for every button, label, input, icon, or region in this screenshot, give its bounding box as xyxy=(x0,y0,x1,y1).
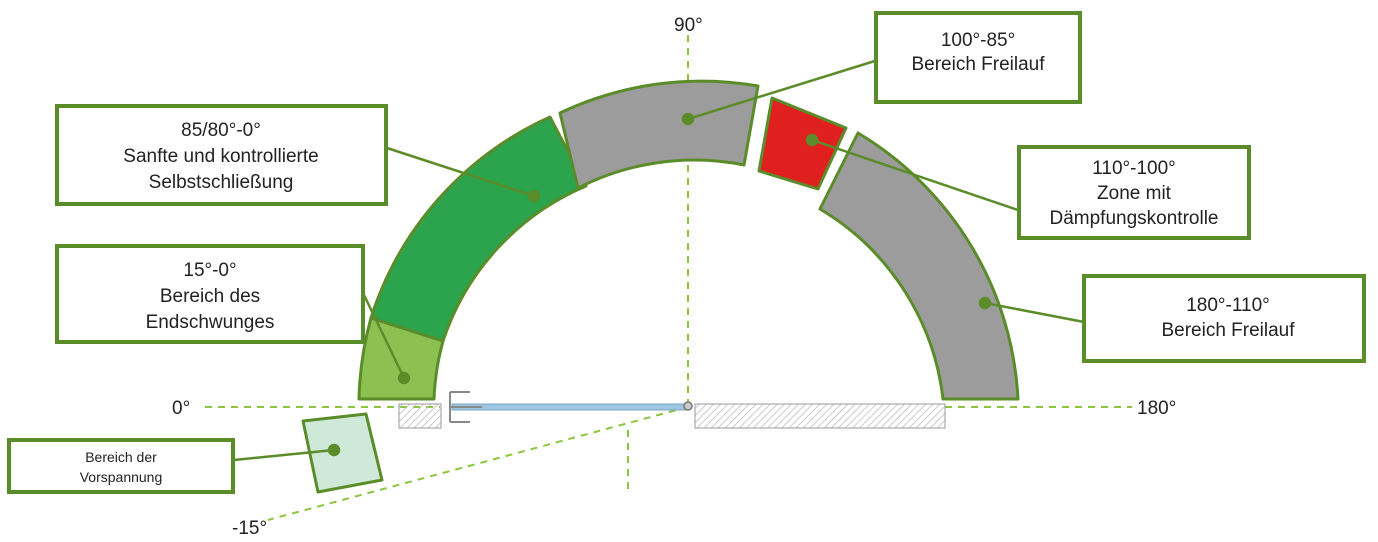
zone-selbstschliessung xyxy=(369,115,588,343)
callouts: 100°-85° Bereich Freilauf 85/80°-0° Sanf… xyxy=(7,11,1366,494)
callout-line: Dämpfungskontrolle xyxy=(1050,208,1219,229)
callout-freilauf-180-110: 180°-110° Bereich Freilauf xyxy=(1082,274,1366,363)
callout-box xyxy=(55,244,365,344)
callout-line: Bereich des xyxy=(160,286,260,307)
connector-dot-freilauf-180-110 xyxy=(978,296,992,310)
callout-vorspannung: Bereich der Vorspannung xyxy=(7,438,235,494)
wall-and-door xyxy=(398,391,946,429)
callout-line: Sanfte und kontrollierte xyxy=(123,146,318,167)
callout-box xyxy=(1082,274,1366,363)
callout-line: Vorspannung xyxy=(80,469,163,485)
callout-line: 85/80°-0° xyxy=(181,120,261,141)
angle-labels: 90° 0° 180° -15° xyxy=(172,15,1176,539)
wall-right xyxy=(694,403,946,429)
angle-label-0: 0° xyxy=(172,398,190,419)
callout-line: 180°-110° xyxy=(1186,295,1270,316)
connector-dot-daempfung xyxy=(805,133,819,147)
callout-line: Selbstschließung xyxy=(149,172,294,193)
callout-daempfung: 110°-100° Zone mit Dämpfungskontrolle xyxy=(1017,145,1251,240)
callout-line: Bereich Freilauf xyxy=(1161,320,1295,341)
angle-label-90: 90° xyxy=(674,15,703,36)
callout-freilauf-100-85: 100°-85° Bereich Freilauf xyxy=(874,11,1082,104)
callout-box xyxy=(55,104,388,206)
zone-freilauf-180-110 xyxy=(818,131,1020,401)
connector-daempfung xyxy=(811,138,1022,213)
zone-freilauf-100-85 xyxy=(558,79,760,190)
callout-box xyxy=(7,438,235,494)
connector-dot-freilauf-100-85 xyxy=(681,112,695,126)
connector-selbstschliessung xyxy=(386,146,535,198)
connector-freilauf-100-85 xyxy=(687,58,879,121)
callout-box xyxy=(1017,145,1251,240)
angle-label-minus15: -15° xyxy=(232,518,267,539)
connector-vorspannung xyxy=(233,448,335,462)
callout-line: Bereich Freilauf xyxy=(911,54,1045,75)
callout-box xyxy=(874,11,1082,104)
door-handle xyxy=(449,391,482,423)
zones xyxy=(301,79,1020,494)
wall-left xyxy=(398,403,442,429)
angle-label-180: 180° xyxy=(1137,398,1176,419)
connector-freilauf-180-110 xyxy=(984,301,1085,324)
callout-line: Zone mit xyxy=(1097,183,1172,204)
callout-line: 110°-100° xyxy=(1092,158,1176,179)
callout-line: Endschwunges xyxy=(146,312,275,333)
callout-line: 15°-0° xyxy=(183,260,236,281)
connector-dot-vorspannung xyxy=(327,443,341,457)
callout-line: Bereich der xyxy=(85,449,157,465)
connector-dot-endschwung xyxy=(397,371,411,385)
callout-selbstschliessung: 85/80°-0° Sanfte und kontrollierte Selbs… xyxy=(55,104,388,206)
connectors xyxy=(233,58,1085,462)
callout-line: 100°-85° xyxy=(941,30,1015,51)
zone-vorspannung xyxy=(301,412,384,494)
hinge xyxy=(683,401,693,411)
callout-endschwung: 15°-0° Bereich des Endschwunges xyxy=(55,244,365,344)
zone-daempfung xyxy=(757,96,848,191)
door-leaf xyxy=(451,403,689,411)
connector-endschwung xyxy=(362,294,406,379)
connector-dot-selbstschliessung xyxy=(527,189,541,203)
